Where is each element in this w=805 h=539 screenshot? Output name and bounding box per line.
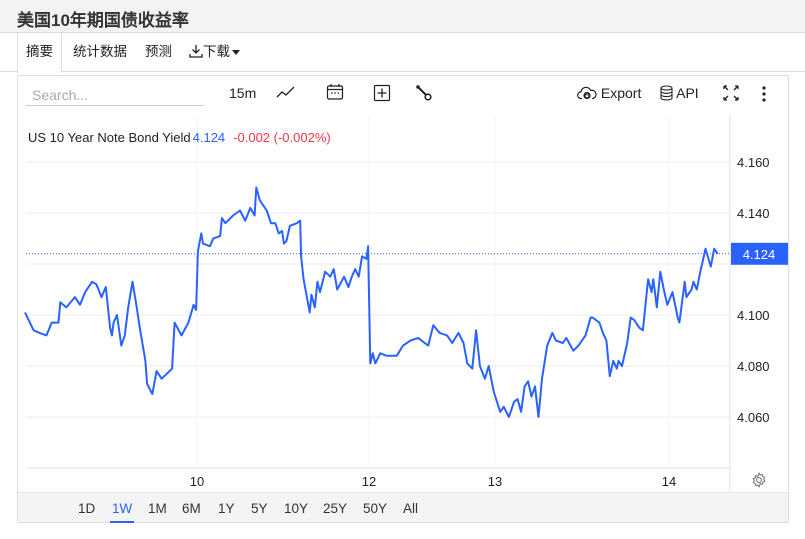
cloud-download-icon <box>577 86 597 100</box>
range-button-25y[interactable]: 25Y <box>323 501 348 516</box>
wrench-icon[interactable] <box>415 84 433 106</box>
tab-forecast[interactable]: 预测 <box>145 33 172 72</box>
tab-download[interactable]: 下载 <box>189 33 240 72</box>
database-icon <box>660 85 673 101</box>
caret-down-icon <box>232 49 240 55</box>
tab-label: 统计数据 <box>73 44 127 59</box>
range-bar <box>18 492 788 522</box>
download-icon <box>189 45 203 58</box>
chart-container <box>17 75 789 523</box>
tab-bar: 摘要 统计数据 预测 下载 <box>0 33 805 73</box>
line-chart-icon[interactable] <box>276 85 296 107</box>
legend-value: 4.124 <box>192 130 226 145</box>
interval-button[interactable]: 15m <box>229 85 257 101</box>
fullscreen-icon[interactable] <box>722 84 740 106</box>
y-tick-label: 4.140 <box>737 206 770 221</box>
tab-label: 摘要 <box>26 44 53 59</box>
tab-label: 下载 <box>203 44 230 59</box>
export-label: Export <box>600 85 642 101</box>
x-tick-label: 12 <box>362 474 376 489</box>
tab-statistics[interactable]: 统计数据 <box>73 33 127 72</box>
add-indicator-icon[interactable] <box>373 84 391 106</box>
x-tick-label: 14 <box>662 474 676 489</box>
range-button-6m[interactable]: 6M <box>182 501 201 516</box>
range-button-1y[interactable]: 1Y <box>218 501 235 516</box>
x-tick-label: 10 <box>190 474 204 489</box>
last-price-badge <box>731 242 788 265</box>
y-tick-label: 4.080 <box>737 359 770 374</box>
range-button-5y[interactable]: 5Y <box>251 501 268 516</box>
tab-summary[interactable]: 摘要 <box>17 33 62 73</box>
calendar-icon[interactable] <box>326 83 344 105</box>
y-tick-label: 4.100 <box>737 308 770 323</box>
export-button[interactable]: Export <box>577 82 641 104</box>
range-button-10y[interactable]: 10Y <box>284 501 309 516</box>
range-button-all[interactable]: All <box>403 501 419 516</box>
api-button[interactable]: API <box>660 82 699 104</box>
legend-symbol-name: US 10 Year Note Bond Yield <box>28 130 191 145</box>
range-button-1d[interactable]: 1D <box>78 501 96 516</box>
settings-gear-icon[interactable] <box>751 472 767 488</box>
yield-series-line[interactable] <box>24 186 719 418</box>
range-button-1m[interactable]: 1M <box>148 501 167 516</box>
title-bar: 美国10年期国债收益率 <box>0 0 805 33</box>
last-price-label: 4.124 <box>743 247 776 262</box>
more-vertical-icon[interactable] <box>760 85 768 107</box>
search-input[interactable] <box>26 84 204 106</box>
legend-change: -0.002 (-0.002%) <box>233 130 331 145</box>
y-tick-label: 4.060 <box>737 410 770 425</box>
tab-label: 预测 <box>145 44 172 59</box>
chart-legend: US 10 Year Note Bond Yield 4.124 -0.002 (-… <box>28 130 331 145</box>
range-button-1w[interactable]: 1W <box>110 501 135 523</box>
range-button-50y[interactable]: 50Y <box>363 501 388 516</box>
api-label: API <box>676 85 699 101</box>
y-tick-label: 4.160 <box>737 155 770 170</box>
x-tick-label: 13 <box>488 474 502 489</box>
page-title: 美国10年期国债收益率 <box>17 11 189 30</box>
